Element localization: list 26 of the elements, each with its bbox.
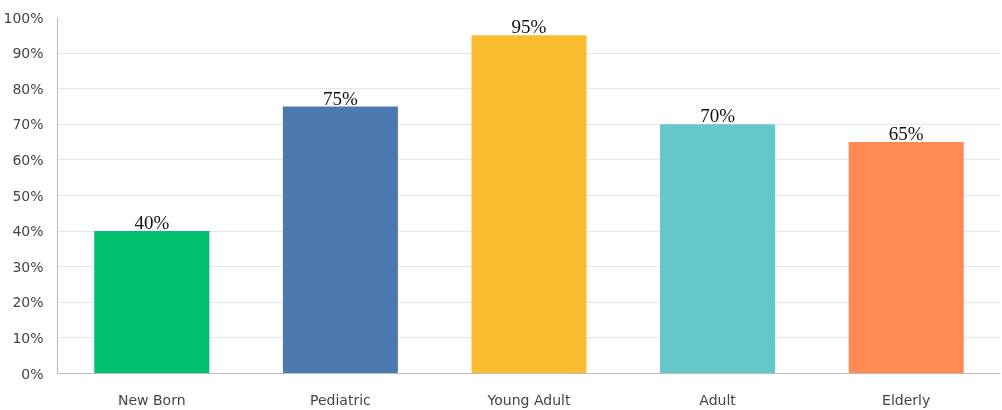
x-tick-label: Pediatric (310, 391, 371, 408)
y-tick-label: 90% (12, 45, 44, 62)
y-tick-label: 80% (12, 80, 44, 97)
y-tick-label: 50% (12, 187, 44, 204)
y-tick-label: 20% (12, 294, 44, 311)
bar (471, 35, 587, 374)
bar (660, 124, 776, 374)
x-tick-label: Elderly (882, 391, 931, 408)
y-tick-label: 100% (3, 9, 44, 26)
data-label: 40% (134, 212, 170, 234)
bar (282, 106, 398, 374)
y-tick-label: 60% (12, 151, 44, 168)
data-label: 65% (888, 123, 924, 145)
x-tick-label: Adult (699, 391, 737, 408)
x-tick-label: New Born (118, 391, 186, 408)
x-tick-label: Young Adult (486, 391, 571, 408)
data-label: 70% (700, 105, 736, 127)
data-label: 95% (511, 16, 547, 38)
y-tick-label: 10% (12, 329, 44, 346)
y-tick-label: 40% (12, 223, 44, 240)
y-tick-label: 30% (12, 258, 44, 275)
y-tick-label: 0% (21, 365, 44, 382)
data-label: 75% (322, 87, 358, 109)
bar (94, 231, 210, 374)
bar (848, 142, 964, 374)
y-tick-label: 70% (12, 116, 44, 133)
